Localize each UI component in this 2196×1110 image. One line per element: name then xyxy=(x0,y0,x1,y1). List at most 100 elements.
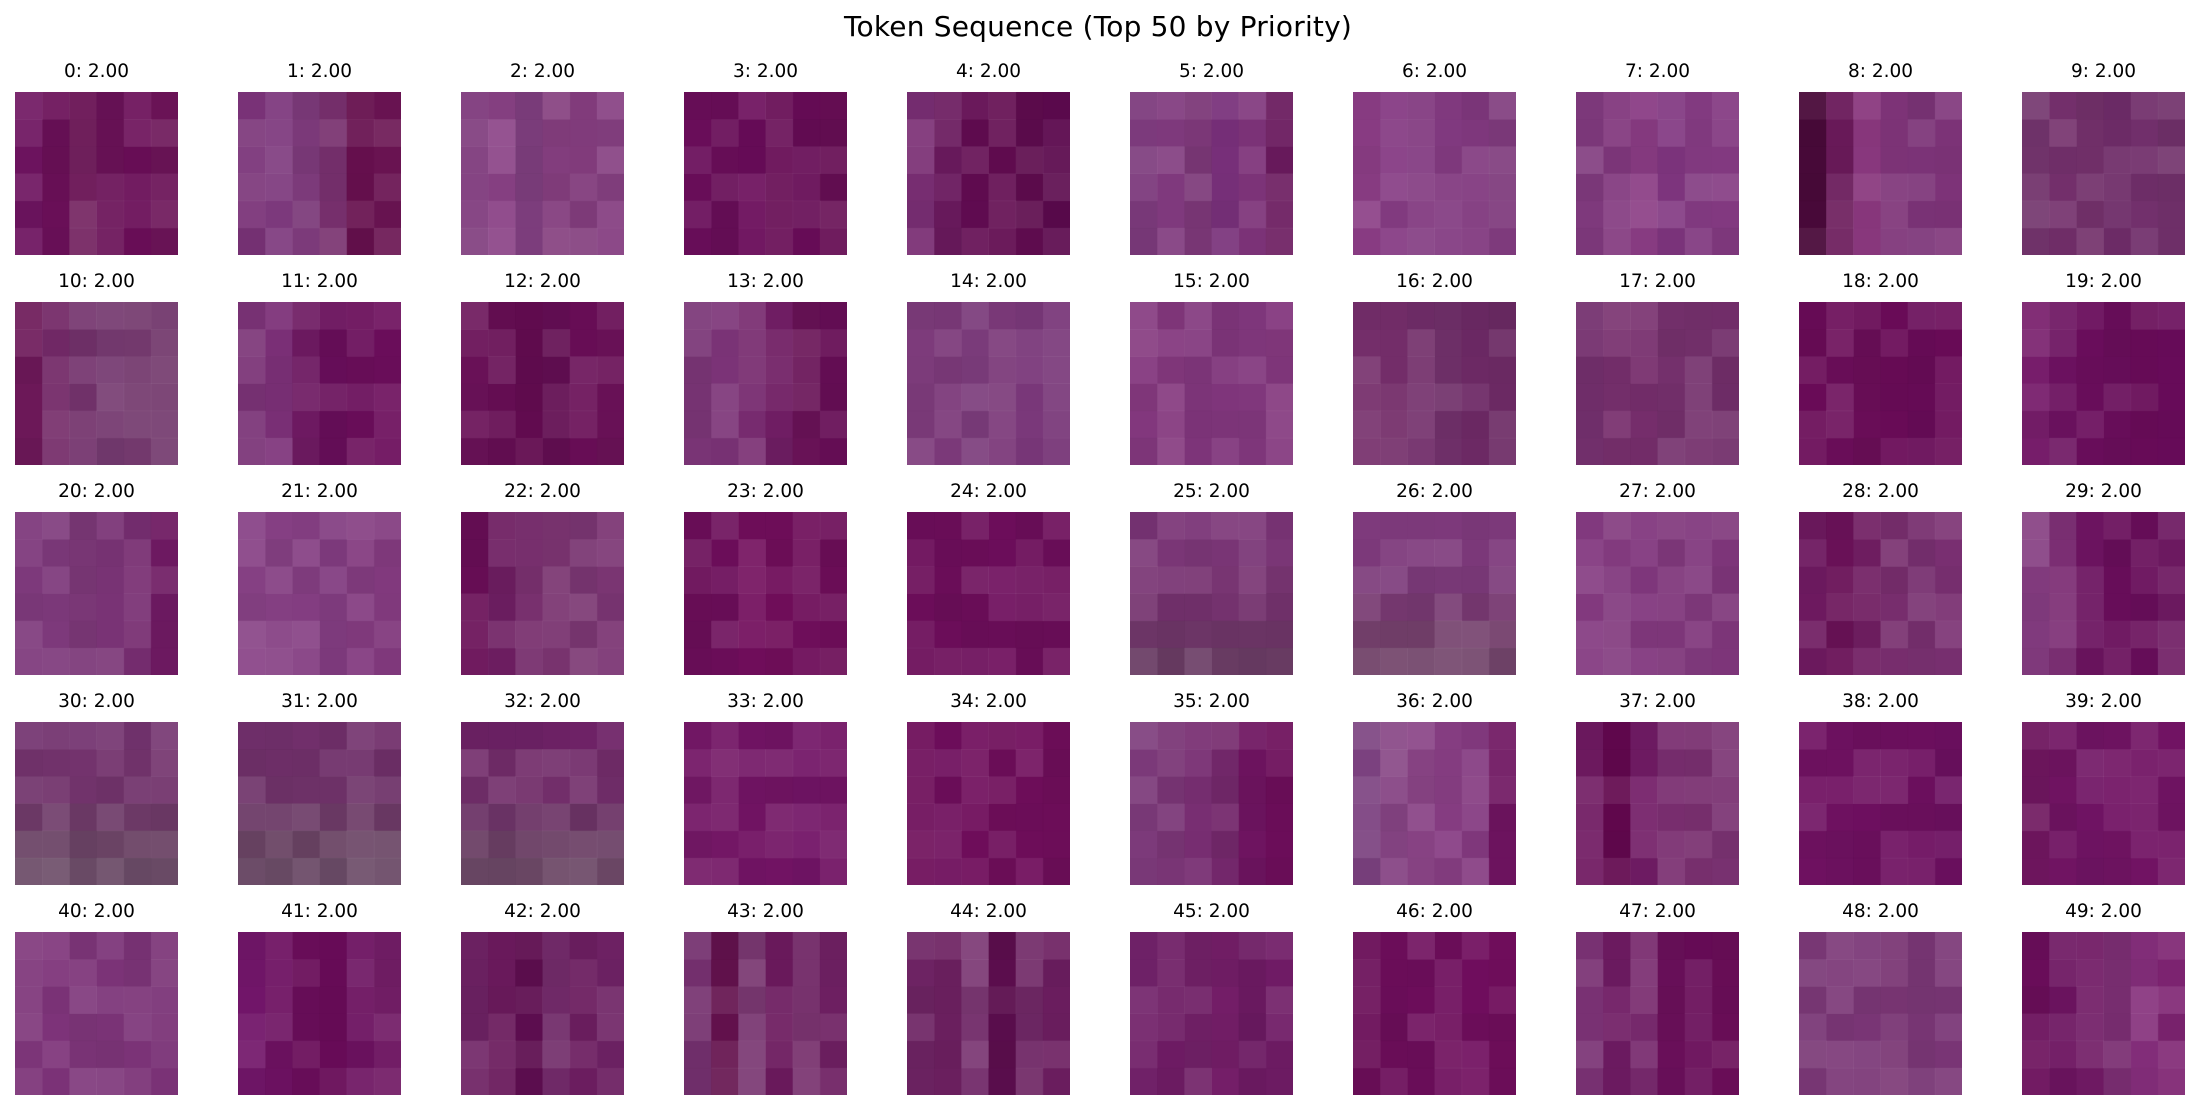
patch-pixel xyxy=(1630,119,1658,147)
patch-pixel xyxy=(684,986,712,1014)
patch-pixel xyxy=(374,804,401,832)
patch-pixel xyxy=(1576,146,1604,174)
patch-pixel xyxy=(1353,932,1381,960)
patch-band xyxy=(1380,722,1408,885)
patch-pixel xyxy=(488,119,516,147)
patch-pixel xyxy=(2103,857,2132,885)
patch-pixel xyxy=(1015,722,1044,750)
patch-pixel xyxy=(1435,329,1463,357)
patch-pixel xyxy=(907,857,935,885)
patch-pixel xyxy=(2049,356,2077,384)
patch-pixel xyxy=(1576,857,1604,885)
token-cell: 47: 2.00 xyxy=(1576,900,1739,1095)
patch-pixel xyxy=(1015,593,1044,622)
patch-pixel xyxy=(1461,857,1490,885)
patch-pixel xyxy=(1266,1041,1293,1069)
patch-band xyxy=(2049,512,2077,675)
token-cell: 42: 2.00 xyxy=(461,900,624,1095)
patch-pixel xyxy=(907,932,935,960)
patch-pixel xyxy=(2076,539,2104,567)
patch-pixel xyxy=(1603,749,1631,777)
patch-pixel xyxy=(1712,858,1739,885)
patch-pixel xyxy=(1853,1014,1881,1042)
patch-pixel xyxy=(488,437,516,465)
patch-pixel xyxy=(1353,437,1381,465)
token-label: 49: 2.00 xyxy=(2065,901,2142,922)
token-patch xyxy=(684,512,847,675)
patch-band xyxy=(1488,722,1516,885)
patch-pixel xyxy=(1184,539,1212,567)
patch-pixel xyxy=(1266,648,1293,675)
patch-pixel xyxy=(123,857,152,885)
token-patch xyxy=(1576,92,1739,255)
patch-pixel xyxy=(684,722,712,750)
patch-pixel xyxy=(1042,383,1070,412)
patch-band xyxy=(711,722,739,885)
patch-pixel xyxy=(1684,722,1713,750)
patch-pixel xyxy=(570,329,598,357)
patch-pixel xyxy=(1407,512,1435,540)
patch-pixel xyxy=(1826,620,1854,649)
patch-pixel xyxy=(542,566,571,594)
patch-band xyxy=(1380,302,1408,465)
patch-pixel xyxy=(934,438,962,465)
patch-pixel xyxy=(265,722,293,750)
patch-band xyxy=(1434,722,1463,885)
patch-pixel xyxy=(1407,200,1435,229)
token-cell: 45: 2.00 xyxy=(1130,900,1293,1095)
patch-band xyxy=(542,302,571,465)
patch-pixel xyxy=(150,749,178,777)
patch-pixel xyxy=(1908,201,1936,229)
patch-pixel xyxy=(711,356,739,384)
patch-pixel xyxy=(374,92,401,120)
patch-pixel xyxy=(1238,593,1267,622)
patch-pixel xyxy=(1881,722,1909,750)
patch-pixel xyxy=(2022,803,2050,832)
patch-pixel xyxy=(1684,986,1713,1014)
patch-pixel xyxy=(461,410,489,439)
patch-pixel xyxy=(766,302,794,330)
patch-pixel xyxy=(15,201,43,229)
patch-pixel xyxy=(570,201,598,229)
patch-pixel xyxy=(1934,356,1962,384)
patch-pixel xyxy=(265,858,293,885)
patch-pixel xyxy=(1576,722,1604,750)
patch-pixel xyxy=(1907,173,1936,202)
patch-pixel xyxy=(738,173,766,202)
patch-pixel xyxy=(42,932,70,960)
patch-band xyxy=(1934,512,1962,675)
patch-pixel xyxy=(738,830,766,859)
patch-pixel xyxy=(1684,1040,1713,1069)
patch-pixel xyxy=(1184,356,1212,384)
patch-pixel xyxy=(1380,356,1408,384)
patch-pixel xyxy=(320,932,348,960)
patch-pixel xyxy=(1212,411,1240,439)
patch-pixel xyxy=(1880,329,1909,357)
patch-pixel xyxy=(2158,411,2185,439)
patch-pixel xyxy=(1043,959,1070,987)
token-label: 26: 2.00 xyxy=(1396,481,1473,502)
patch-pixel xyxy=(265,566,293,594)
patch-band xyxy=(792,302,821,465)
patch-pixel xyxy=(1015,749,1044,777)
token-label: 22: 2.00 xyxy=(504,481,581,502)
patch-pixel xyxy=(1380,594,1408,622)
patch-pixel xyxy=(1238,932,1267,960)
patch-pixel xyxy=(123,1013,152,1042)
patch-pixel xyxy=(292,620,320,649)
token-patch xyxy=(1576,302,1739,465)
patch-pixel xyxy=(69,776,97,804)
patch-pixel xyxy=(1853,566,1881,594)
patch-pixel xyxy=(2158,959,2185,987)
patch-pixel xyxy=(265,594,293,622)
patch-pixel xyxy=(2130,146,2159,174)
patch-pixel xyxy=(765,776,794,804)
patch-pixel xyxy=(1211,776,1240,804)
patch-pixel xyxy=(1488,329,1516,357)
patch-pixel xyxy=(461,858,489,885)
patch-pixel xyxy=(151,648,178,675)
patch-pixel xyxy=(97,329,125,357)
patch-pixel xyxy=(123,1067,152,1095)
patch-pixel xyxy=(346,749,375,777)
